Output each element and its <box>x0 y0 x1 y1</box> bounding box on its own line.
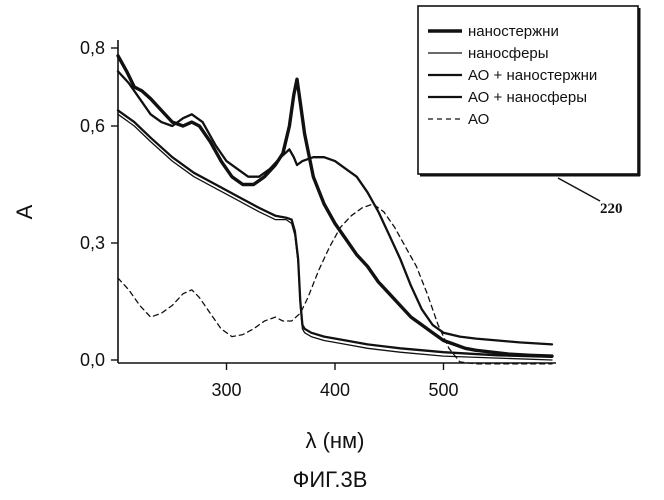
y-axis-label: A <box>12 204 37 219</box>
legend-label-1: наностержни <box>468 23 559 40</box>
reference-leader-line <box>558 178 600 201</box>
legend-label-2: наносферы <box>468 45 549 62</box>
x-tick-label: 500 <box>428 380 458 400</box>
figure-caption: ФИГ.3В <box>293 467 368 492</box>
y-tick-label: 0,6 <box>80 116 105 136</box>
x-axis-label: λ (нм) <box>305 428 364 453</box>
reference-numeral: 220 <box>600 201 623 217</box>
legend-label-5: АО <box>468 111 489 128</box>
x-tick-label: 300 <box>211 380 241 400</box>
y-tick-label: 0,3 <box>80 233 105 253</box>
x-tick-label: 400 <box>320 380 350 400</box>
y-tick-label: 0,8 <box>80 38 105 58</box>
y-tick-label: 0,0 <box>80 350 105 370</box>
legend: наностержни наносферы АО + наностержни АО +… <box>418 6 640 176</box>
legend-label-4: АО + наносферы <box>468 89 587 106</box>
legend-label-3: АО + наностержни <box>468 67 597 84</box>
